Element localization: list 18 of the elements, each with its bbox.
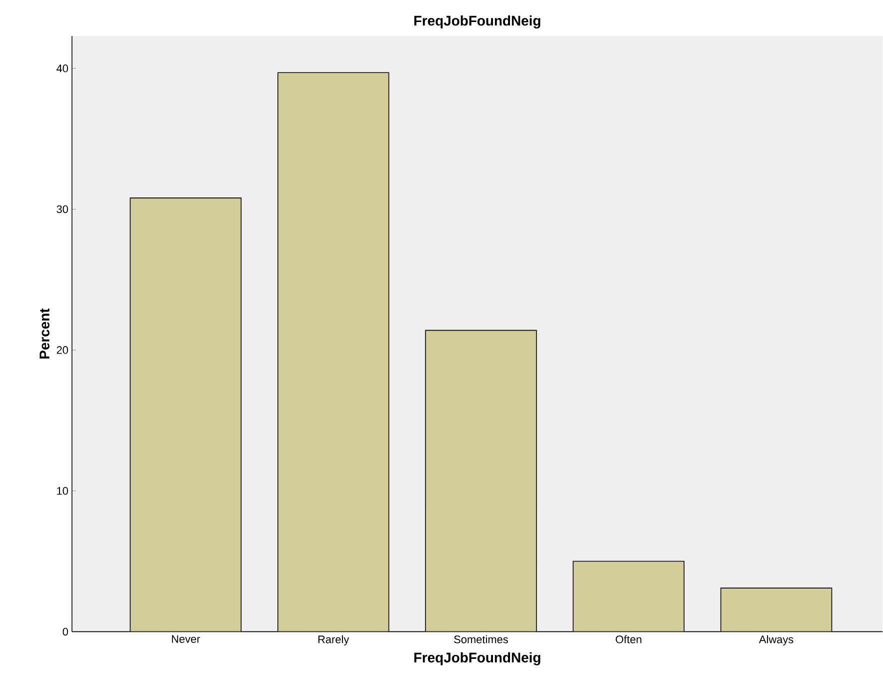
bar xyxy=(573,561,684,632)
x-tick-label: Always xyxy=(758,635,794,646)
y-tick-label: 40 xyxy=(56,64,68,72)
bar xyxy=(278,72,389,632)
y-tick-label: 30 xyxy=(56,205,68,214)
y-axis-title: Percent xyxy=(40,308,50,359)
x-tick-label: Sometimes xyxy=(454,635,508,644)
bar xyxy=(130,198,242,632)
x-axis-title: FreqJobFoundNeig xyxy=(414,652,540,666)
y-tick-label: 0 xyxy=(62,628,68,636)
bar xyxy=(720,588,832,632)
chart-title: FreqJobFoundNeig xyxy=(414,16,540,29)
x-tick-label: Never xyxy=(172,635,200,644)
bar xyxy=(426,330,536,632)
x-tick-label: Often xyxy=(616,635,642,644)
y-tick-label: 20 xyxy=(56,346,68,354)
x-tick-label: Rarely xyxy=(318,635,350,646)
y-tick-label: 10 xyxy=(57,487,68,495)
